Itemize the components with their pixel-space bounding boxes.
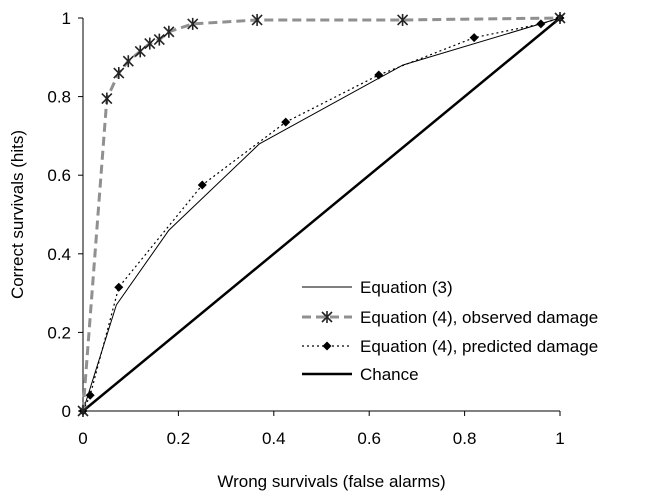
data-point-equation-4-predicted-damage [281,117,291,127]
x-tick-label: 0.6 [357,429,381,448]
y-tick-label: 0.8 [47,88,71,107]
x-tick-label: 0.8 [453,429,477,448]
data-point-equation-4-observed-damage [134,45,146,58]
y-tick-label: 0.4 [47,245,71,264]
legend-label-equation-3: Equation (3) [360,278,453,297]
data-point-equation-4-predicted-damage [469,33,479,43]
series-layer [77,12,566,417]
data-point-equation-4-predicted-damage [536,19,546,29]
data-point-equation-4-predicted-damage [374,70,384,80]
data-point-equation-4-observed-damage [122,55,134,68]
y-axis-title: Correct survivals (hits) [8,130,27,299]
x-axis-title: Wrong survivals (false alarms) [217,472,445,491]
legend-marker-equation-4-predicted-damage [322,341,332,351]
data-point-equation-4-predicted-damage [197,180,207,190]
y-tick-label: 0.2 [47,323,71,342]
legend-label-chance: Chance [360,365,419,384]
data-point-equation-4-observed-damage [144,37,156,50]
data-point-equation-4-observed-damage [187,17,199,30]
series-line-equation-4-observed-damage [81,16,561,412]
data-point-equation-4-observed-damage [554,12,566,24]
data-point-equation-4-observed-damage [101,92,113,105]
legend-label-equation-4-predicted-damage: Equation (4), predicted damage [360,337,598,356]
data-point-equation-4-predicted-damage [114,282,124,292]
x-tick-label: 1 [555,429,564,448]
y-tick-label: 1 [62,9,71,28]
x-tick-label: 0.4 [262,429,286,448]
legend-label-equation-4-observed-damage: Equation (4), observed damage [360,308,598,327]
data-point-equation-4-predicted-damage [85,390,95,400]
ticks: 0 0.2 0.4 0.6 0.8 1 0 0.2 0.4 0.6 0.8 1 [47,9,564,448]
data-point-equation-4-observed-damage [77,405,89,417]
data-point-equation-4-observed-damage [163,25,175,38]
legend: Equation (3) Equation (4), observed damag… [302,278,598,384]
y-tick-label: 0 [62,402,71,421]
x-tick-label: 0.2 [167,429,191,448]
data-point-equation-4-observed-damage [251,13,263,26]
y-tick-label: 0.6 [47,166,71,185]
axes [82,18,560,412]
x-tick-label: 0 [78,429,87,448]
data-point-equation-4-observed-damage [153,33,165,46]
legend-marker-equation-4-observed-damage [321,311,333,323]
data-point-equation-4-observed-damage [113,67,125,80]
data-point-equation-4-observed-damage [397,13,409,26]
series-line-equation-3 [82,17,561,412]
series-line-chance [82,17,561,412]
